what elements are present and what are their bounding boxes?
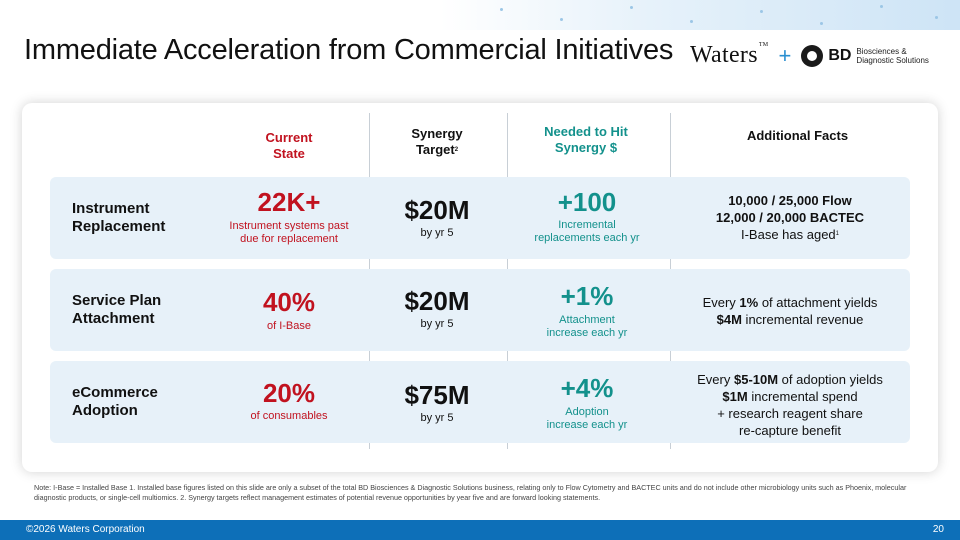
footnote: Note: I-Base = Installed Base 1. Install… [34, 483, 907, 502]
header-decoration [440, 0, 960, 30]
current-state-cell: 20% of consumables [250, 378, 328, 422]
bd-logo-subtitle: Biosciences & Diagnostic Solutions [856, 46, 929, 65]
current-state-cell: 40% of I-Base [262, 287, 316, 332]
footer-bar: ©2026 Waters Corporation 20 [0, 520, 960, 540]
table-row [50, 269, 910, 351]
partner-logos: WatersTM + BD Biosciences & Diagnostic So… [690, 42, 929, 69]
page-title: Immediate Acceleration from Commercial I… [24, 34, 674, 66]
needed-cell: +4% Adoption increase each yr [546, 373, 628, 431]
row-label: eCommerce Adoption [72, 384, 158, 419]
header-additional-facts: Additional Facts [746, 128, 849, 143]
current-state-cell: 22K+ Instrument systems past due for repl… [229, 187, 349, 245]
table-row [50, 177, 910, 259]
facts-cell: 10,000 / 25,000 Flow 12,000 / 20,000 BAC… [715, 193, 865, 242]
facts-cell: Every $5-10M of adoption yields $1M incr… [697, 372, 883, 438]
header-needed-to-hit: Needed to Hit Synergy $ [544, 124, 628, 155]
page-number: 20 [932, 524, 944, 535]
header-current-state: Current State [265, 130, 313, 161]
bd-logo-icon [801, 44, 824, 67]
synergy-target-cell: $75M by yr 5 [404, 380, 470, 424]
row-label: Instrument Replacement [72, 200, 166, 235]
needed-cell: +100 Incremental replacements each yr [534, 187, 640, 244]
copyright: ©2026 Waters Corporation [26, 524, 145, 535]
synergy-target-cell: $20M by yr 5 [404, 195, 470, 239]
bd-logo-text: BD [828, 46, 852, 64]
needed-cell: +1% Attachment increase each yr [546, 281, 628, 339]
waters-logo: WatersTM [690, 42, 769, 68]
row-label: Service Plan Attachment [72, 292, 162, 327]
synergy-target-cell: $20M by yr 5 [404, 286, 470, 330]
facts-cell: Every 1% of attachment yields $4M increm… [702, 295, 878, 327]
header-synergy-target: Synergy Target2 [411, 126, 463, 157]
table-row [50, 361, 910, 443]
plus-sign: + [778, 42, 792, 68]
